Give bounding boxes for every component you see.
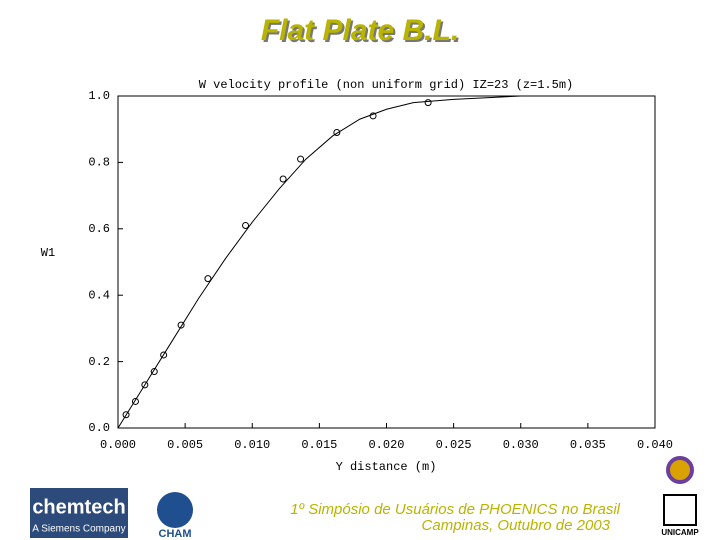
y-tick-label: 0.0 bbox=[88, 421, 110, 435]
data-point bbox=[122, 411, 130, 419]
y-tick-label: 0.8 bbox=[88, 156, 110, 170]
profile-line bbox=[117, 95, 655, 429]
x-tick-label: 0.020 bbox=[368, 438, 404, 452]
cham-logo: CHAM bbox=[157, 492, 193, 540]
x-tick-label: 0.000 bbox=[100, 438, 136, 452]
data-point bbox=[297, 155, 305, 163]
slide-title: Flat Plate B.L. bbox=[261, 14, 459, 47]
data-point bbox=[160, 351, 168, 359]
data-point bbox=[131, 397, 139, 405]
plot-frame bbox=[117, 95, 656, 429]
logo-text: chemtech bbox=[32, 496, 125, 518]
x-tick-label: 0.035 bbox=[570, 438, 606, 452]
x-axis-label: Y distance (m) bbox=[336, 460, 437, 474]
logo-subtext: A Siemens Company bbox=[32, 524, 125, 535]
y-tick-label: 0.4 bbox=[88, 288, 110, 302]
x-tick-label: 0.010 bbox=[234, 438, 270, 452]
logo-emblem bbox=[157, 492, 193, 528]
logo-text: UNICAMP bbox=[661, 528, 699, 537]
chart-title: W velocity profile (non uniform grid) IZ… bbox=[199, 78, 573, 92]
footer-line2: Campinas, Outubro de 2003 bbox=[422, 517, 611, 534]
data-point bbox=[333, 129, 341, 137]
data-point bbox=[150, 368, 158, 376]
y-tick-label: 0.2 bbox=[88, 355, 110, 369]
data-point bbox=[279, 175, 287, 183]
data-point bbox=[369, 112, 377, 120]
x-tick-label: 0.040 bbox=[637, 438, 673, 452]
data-point bbox=[242, 221, 250, 229]
data-point bbox=[177, 321, 185, 329]
unicamp-logo: UNICAMP bbox=[661, 456, 699, 537]
x-tick-label: 0.005 bbox=[167, 438, 203, 452]
logo-emblem bbox=[663, 494, 697, 526]
logo-emblem-top bbox=[666, 456, 694, 484]
footer-line1: 1º Simpósio de Usuários de PHOENICS no B… bbox=[290, 501, 620, 518]
x-tick-label: 0.015 bbox=[301, 438, 337, 452]
data-point bbox=[204, 275, 212, 283]
logo-text: CHAM bbox=[159, 528, 192, 540]
y-tick-label: 1.0 bbox=[88, 89, 110, 103]
x-tick-label: 0.030 bbox=[503, 438, 539, 452]
x-tick-label: 0.025 bbox=[436, 438, 472, 452]
y-tick-label: 0.6 bbox=[88, 222, 110, 236]
y-axis-label: W1 bbox=[41, 246, 55, 260]
data-point bbox=[424, 99, 432, 107]
logo-box bbox=[30, 488, 128, 538]
slide-title-shadow: Flat Plate B.L. bbox=[263, 16, 461, 49]
chemtech-logo: chemtech A Siemens Company bbox=[30, 488, 128, 538]
data-point bbox=[141, 381, 149, 389]
